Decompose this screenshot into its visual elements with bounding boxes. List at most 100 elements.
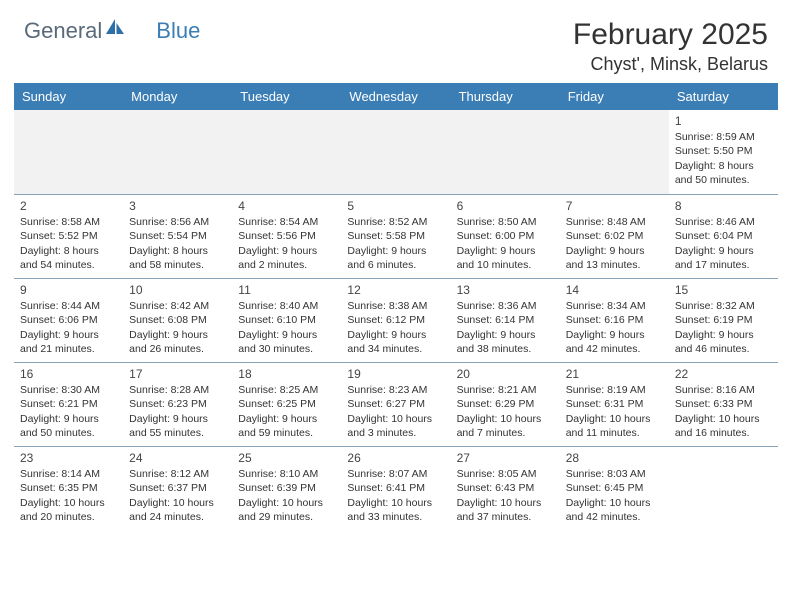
day-daylight1: Daylight: 9 hours	[347, 244, 444, 258]
day-number: 19	[347, 366, 444, 382]
location-label: Chyst', Minsk, Belarus	[573, 54, 768, 75]
day-sunset: Sunset: 6:08 PM	[129, 313, 226, 327]
day-daylight1: Daylight: 10 hours	[347, 496, 444, 510]
day-daylight2: and 21 minutes.	[20, 342, 117, 356]
day-cell: 25Sunrise: 8:10 AMSunset: 6:39 PMDayligh…	[232, 447, 341, 530]
day-daylight2: and 42 minutes.	[566, 342, 663, 356]
day-daylight1: Daylight: 10 hours	[20, 496, 117, 510]
day-cell: 26Sunrise: 8:07 AMSunset: 6:41 PMDayligh…	[341, 447, 450, 530]
day-daylight2: and 59 minutes.	[238, 426, 335, 440]
day-daylight1: Daylight: 8 hours	[20, 244, 117, 258]
day-sunrise: Sunrise: 8:36 AM	[457, 299, 554, 313]
day-number: 15	[675, 282, 772, 298]
day-sunset: Sunset: 6:27 PM	[347, 397, 444, 411]
day-number: 1	[675, 113, 772, 129]
day-cell: 7Sunrise: 8:48 AMSunset: 6:02 PMDaylight…	[560, 195, 669, 278]
day-daylight1: Daylight: 9 hours	[238, 412, 335, 426]
day-sunset: Sunset: 6:31 PM	[566, 397, 663, 411]
day-sunrise: Sunrise: 8:42 AM	[129, 299, 226, 313]
day-number: 23	[20, 450, 117, 466]
day-daylight1: Daylight: 10 hours	[129, 496, 226, 510]
day-number: 7	[566, 198, 663, 214]
day-sunset: Sunset: 6:41 PM	[347, 481, 444, 495]
day-sunrise: Sunrise: 8:30 AM	[20, 383, 117, 397]
day-cell-empty	[14, 110, 123, 194]
logo-sail-icon	[104, 18, 126, 41]
day-daylight2: and 50 minutes.	[675, 173, 772, 187]
day-sunset: Sunset: 6:21 PM	[20, 397, 117, 411]
day-sunrise: Sunrise: 8:12 AM	[129, 467, 226, 481]
day-number: 18	[238, 366, 335, 382]
day-daylight2: and 46 minutes.	[675, 342, 772, 356]
day-sunset: Sunset: 6:16 PM	[566, 313, 663, 327]
day-sunrise: Sunrise: 8:23 AM	[347, 383, 444, 397]
day-number: 2	[20, 198, 117, 214]
day-cell: 9Sunrise: 8:44 AMSunset: 6:06 PMDaylight…	[14, 279, 123, 362]
day-sunrise: Sunrise: 8:03 AM	[566, 467, 663, 481]
day-number: 10	[129, 282, 226, 298]
day-sunset: Sunset: 6:37 PM	[129, 481, 226, 495]
day-daylight1: Daylight: 9 hours	[20, 328, 117, 342]
day-cell: 14Sunrise: 8:34 AMSunset: 6:16 PMDayligh…	[560, 279, 669, 362]
day-number: 25	[238, 450, 335, 466]
day-daylight2: and 2 minutes.	[238, 258, 335, 272]
day-sunrise: Sunrise: 8:54 AM	[238, 215, 335, 229]
day-sunrise: Sunrise: 8:46 AM	[675, 215, 772, 229]
day-daylight1: Daylight: 10 hours	[457, 412, 554, 426]
day-daylight1: Daylight: 10 hours	[675, 412, 772, 426]
day-daylight2: and 54 minutes.	[20, 258, 117, 272]
day-sunset: Sunset: 5:52 PM	[20, 229, 117, 243]
day-cell: 10Sunrise: 8:42 AMSunset: 6:08 PMDayligh…	[123, 279, 232, 362]
day-cell: 23Sunrise: 8:14 AMSunset: 6:35 PMDayligh…	[14, 447, 123, 530]
day-sunrise: Sunrise: 8:14 AM	[20, 467, 117, 481]
day-sunrise: Sunrise: 8:25 AM	[238, 383, 335, 397]
day-header-tuesday: Tuesday	[232, 83, 341, 110]
day-daylight1: Daylight: 10 hours	[238, 496, 335, 510]
day-cell-empty	[232, 110, 341, 194]
day-sunrise: Sunrise: 8:16 AM	[675, 383, 772, 397]
logo-text-general: General	[24, 18, 102, 44]
day-daylight1: Daylight: 9 hours	[675, 328, 772, 342]
day-cell: 20Sunrise: 8:21 AMSunset: 6:29 PMDayligh…	[451, 363, 560, 446]
title-block: February 2025 Chyst', Minsk, Belarus	[573, 18, 768, 75]
day-sunrise: Sunrise: 8:19 AM	[566, 383, 663, 397]
day-sunrise: Sunrise: 8:07 AM	[347, 467, 444, 481]
day-daylight2: and 38 minutes.	[457, 342, 554, 356]
header: General Blue February 2025 Chyst', Minsk,…	[0, 0, 792, 83]
day-sunset: Sunset: 6:43 PM	[457, 481, 554, 495]
day-cell: 11Sunrise: 8:40 AMSunset: 6:10 PMDayligh…	[232, 279, 341, 362]
day-header-sunday: Sunday	[14, 83, 123, 110]
day-number: 9	[20, 282, 117, 298]
day-daylight2: and 34 minutes.	[347, 342, 444, 356]
day-daylight1: Daylight: 9 hours	[675, 244, 772, 258]
day-cell: 18Sunrise: 8:25 AMSunset: 6:25 PMDayligh…	[232, 363, 341, 446]
day-sunset: Sunset: 6:04 PM	[675, 229, 772, 243]
day-sunset: Sunset: 6:23 PM	[129, 397, 226, 411]
day-sunrise: Sunrise: 8:58 AM	[20, 215, 117, 229]
logo-text-blue: Blue	[156, 18, 200, 44]
calendar: SundayMondayTuesdayWednesdayThursdayFrid…	[0, 83, 792, 530]
day-sunset: Sunset: 6:29 PM	[457, 397, 554, 411]
day-sunset: Sunset: 5:56 PM	[238, 229, 335, 243]
day-sunset: Sunset: 5:50 PM	[675, 144, 772, 158]
day-cell: 28Sunrise: 8:03 AMSunset: 6:45 PMDayligh…	[560, 447, 669, 530]
day-daylight2: and 20 minutes.	[20, 510, 117, 524]
day-number: 4	[238, 198, 335, 214]
day-number: 26	[347, 450, 444, 466]
day-header-row: SundayMondayTuesdayWednesdayThursdayFrid…	[14, 83, 778, 110]
day-daylight2: and 13 minutes.	[566, 258, 663, 272]
day-daylight1: Daylight: 9 hours	[566, 244, 663, 258]
day-daylight1: Daylight: 10 hours	[566, 496, 663, 510]
day-header-wednesday: Wednesday	[341, 83, 450, 110]
day-daylight2: and 55 minutes.	[129, 426, 226, 440]
logo: General Blue	[24, 18, 200, 44]
day-daylight2: and 17 minutes.	[675, 258, 772, 272]
day-cell: 1Sunrise: 8:59 AMSunset: 5:50 PMDaylight…	[669, 110, 778, 194]
day-daylight1: Daylight: 8 hours	[129, 244, 226, 258]
day-cell-empty	[341, 110, 450, 194]
day-daylight1: Daylight: 9 hours	[20, 412, 117, 426]
day-daylight2: and 50 minutes.	[20, 426, 117, 440]
day-header-friday: Friday	[560, 83, 669, 110]
day-cell: 16Sunrise: 8:30 AMSunset: 6:21 PMDayligh…	[14, 363, 123, 446]
day-cell: 22Sunrise: 8:16 AMSunset: 6:33 PMDayligh…	[669, 363, 778, 446]
